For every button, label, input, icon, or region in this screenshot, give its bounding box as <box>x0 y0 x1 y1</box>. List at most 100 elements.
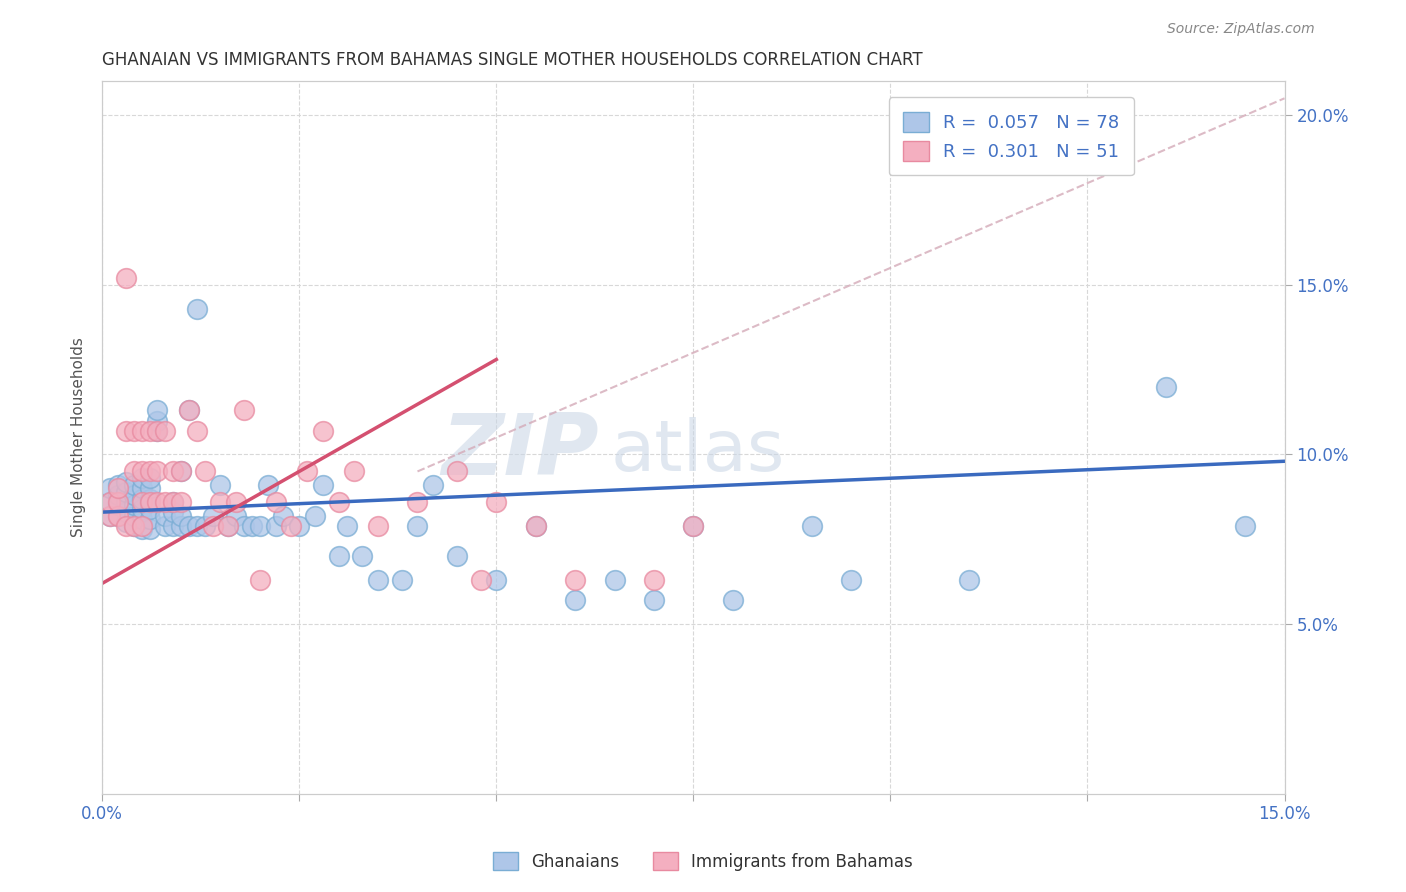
Point <box>146 424 169 438</box>
Point <box>422 478 444 492</box>
Point <box>273 508 295 523</box>
Point <box>682 518 704 533</box>
Text: GHANAIAN VS IMMIGRANTS FROM BAHAMAS SINGLE MOTHER HOUSEHOLDS CORRELATION CHART: GHANAIAN VS IMMIGRANTS FROM BAHAMAS SING… <box>103 51 922 69</box>
Point <box>131 482 153 496</box>
Point <box>170 465 193 479</box>
Point <box>162 495 184 509</box>
Point <box>131 465 153 479</box>
Point <box>155 495 177 509</box>
Text: Source: ZipAtlas.com: Source: ZipAtlas.com <box>1167 22 1315 37</box>
Point <box>643 593 665 607</box>
Point <box>155 424 177 438</box>
Point <box>107 482 129 496</box>
Point <box>524 518 547 533</box>
Legend: Ghanaians, Immigrants from Bahamas: Ghanaians, Immigrants from Bahamas <box>485 844 921 880</box>
Point <box>138 471 160 485</box>
Point <box>146 495 169 509</box>
Point <box>146 403 169 417</box>
Point <box>485 573 508 587</box>
Point <box>115 484 138 499</box>
Point <box>107 478 129 492</box>
Point <box>122 518 145 533</box>
Point <box>107 508 129 523</box>
Text: ZIP: ZIP <box>441 410 599 493</box>
Point <box>406 495 429 509</box>
Point <box>155 518 177 533</box>
Point <box>367 518 389 533</box>
Point <box>122 478 145 492</box>
Point <box>122 518 145 533</box>
Point <box>406 518 429 533</box>
Point <box>603 573 626 587</box>
Point <box>721 593 744 607</box>
Point <box>177 403 200 417</box>
Point <box>107 508 129 523</box>
Point <box>335 518 357 533</box>
Point <box>115 518 138 533</box>
Point <box>170 465 193 479</box>
Point <box>138 465 160 479</box>
Point <box>256 478 278 492</box>
Point <box>138 501 160 516</box>
Point <box>131 518 153 533</box>
Point <box>107 499 129 513</box>
Point <box>186 301 208 316</box>
Point <box>155 508 177 523</box>
Point <box>177 403 200 417</box>
Point <box>391 573 413 587</box>
Point <box>107 495 129 509</box>
Point <box>131 501 153 516</box>
Point <box>312 478 335 492</box>
Point <box>131 471 153 485</box>
Point <box>194 518 217 533</box>
Point <box>186 424 208 438</box>
Point <box>177 518 200 533</box>
Point <box>470 573 492 587</box>
Point <box>162 505 184 519</box>
Point <box>146 413 169 427</box>
Point <box>170 508 193 523</box>
Point <box>115 495 138 509</box>
Point <box>201 508 224 523</box>
Point <box>485 495 508 509</box>
Point <box>170 518 193 533</box>
Point <box>800 518 823 533</box>
Point <box>122 488 145 502</box>
Point <box>122 465 145 479</box>
Point <box>138 512 160 526</box>
Point <box>643 573 665 587</box>
Point <box>115 424 138 438</box>
Point <box>194 465 217 479</box>
Point <box>162 518 184 533</box>
Point <box>682 518 704 533</box>
Point <box>233 518 256 533</box>
Point <box>233 403 256 417</box>
Point <box>138 424 160 438</box>
Point <box>138 491 160 506</box>
Y-axis label: Single Mother Households: Single Mother Households <box>72 337 86 538</box>
Point <box>367 573 389 587</box>
Point <box>209 495 232 509</box>
Point <box>98 495 121 509</box>
Point <box>98 495 121 509</box>
Point <box>564 573 586 587</box>
Point <box>122 508 145 523</box>
Point <box>304 508 326 523</box>
Point <box>170 495 193 509</box>
Point <box>98 508 121 523</box>
Point <box>957 573 980 587</box>
Point <box>446 549 468 564</box>
Point <box>240 518 263 533</box>
Point <box>1156 379 1178 393</box>
Point <box>201 518 224 533</box>
Point <box>122 499 145 513</box>
Point <box>217 518 239 533</box>
Point <box>328 495 350 509</box>
Point <box>249 573 271 587</box>
Point <box>131 424 153 438</box>
Point <box>343 465 366 479</box>
Point <box>264 495 287 509</box>
Point <box>115 271 138 285</box>
Point <box>225 495 247 509</box>
Point <box>115 505 138 519</box>
